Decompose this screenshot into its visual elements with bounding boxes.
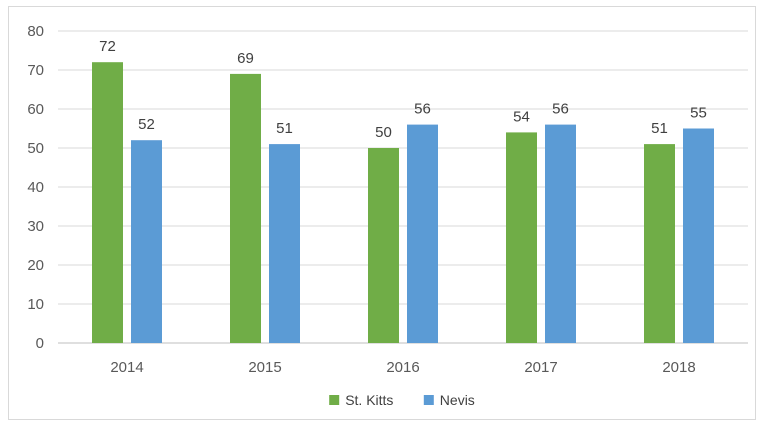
data-label: 56 [552,101,569,118]
bar [230,73,261,344]
bar [92,62,123,343]
bar [545,124,576,343]
x-tick-label: 2018 [662,359,695,376]
gridlines [58,30,748,344]
y-axis-ticks: 0 10 20 30 40 50 60 70 80 [27,23,44,352]
bar [269,144,300,343]
bar [644,144,675,343]
y-tick-label: 50 [27,140,44,157]
bar [683,128,714,343]
bars [92,62,714,344]
legend-swatch [329,395,340,405]
y-tick-label: 10 [27,296,44,313]
y-tick-label: 80 [27,23,44,40]
data-label: 69 [237,50,254,67]
legend-label: St. Kitts [345,392,393,408]
x-tick-label: 2017 [524,359,557,376]
bar [368,148,399,343]
data-label: 72 [99,38,116,55]
legend-label: Nevis [440,392,475,408]
bar [131,140,162,343]
legend-swatch [423,395,434,405]
data-label: 52 [138,116,155,133]
data-labels: 72 52 69 51 50 56 54 56 51 55 [99,38,707,141]
x-axis-ticks: 2014 2015 2016 2017 2018 [110,359,695,376]
data-label: 51 [276,120,293,137]
data-label: 51 [651,120,668,137]
bar [506,132,537,343]
data-label: 50 [375,124,392,141]
y-tick-label: 0 [36,335,44,352]
x-tick-label: 2015 [248,359,281,376]
bar [407,124,438,343]
x-tick-label: 2014 [110,359,143,376]
data-label: 54 [513,108,530,125]
legend: St. Kitts Nevis [329,392,475,408]
y-tick-label: 60 [27,101,44,118]
y-tick-label: 20 [27,257,44,274]
data-label: 55 [690,105,707,122]
y-tick-label: 70 [27,62,44,79]
y-tick-label: 30 [27,218,44,235]
x-tick-label: 2016 [386,359,419,376]
data-label: 56 [414,101,431,118]
y-tick-label: 40 [27,179,44,196]
